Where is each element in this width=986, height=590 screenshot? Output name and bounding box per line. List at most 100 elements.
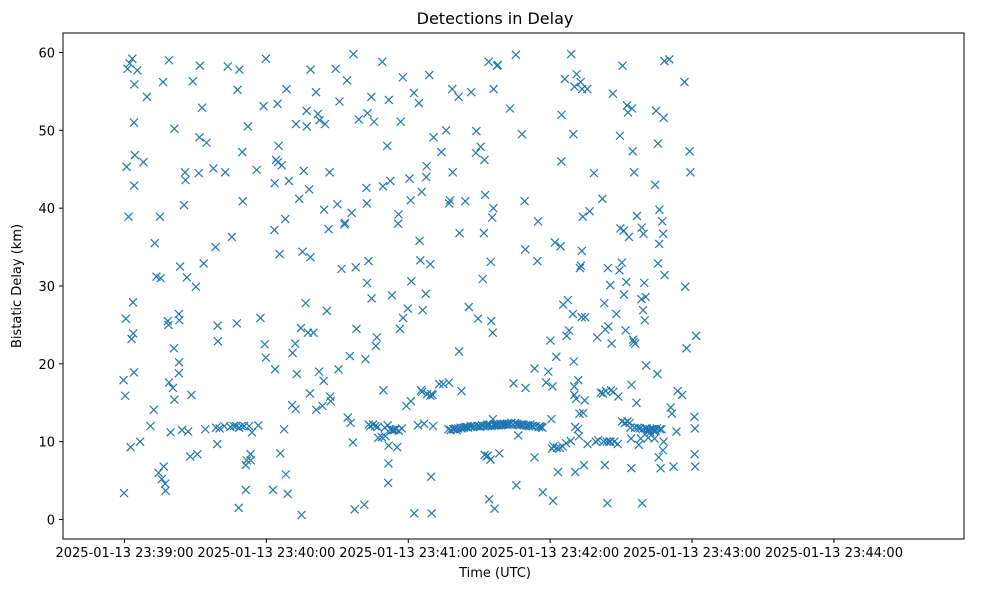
- data-point: [483, 451, 493, 461]
- data-point: [658, 229, 668, 239]
- data-point: [570, 467, 580, 477]
- data-point: [617, 258, 627, 268]
- data-point: [369, 117, 379, 127]
- data-point: [182, 273, 192, 282]
- data-point: [332, 199, 342, 209]
- data-point: [619, 290, 629, 299]
- data-point: [613, 392, 623, 401]
- data-point: [294, 194, 304, 204]
- data-point: [169, 343, 179, 353]
- data-point: [517, 129, 527, 139]
- data-point: [636, 434, 646, 444]
- data-point: [575, 263, 585, 273]
- data-point: [124, 212, 133, 222]
- data-point: [639, 278, 649, 288]
- data-point: [577, 312, 587, 322]
- data-point: [280, 214, 290, 224]
- data-point: [677, 390, 687, 400]
- data-point: [556, 241, 565, 251]
- data-point: [607, 339, 617, 349]
- data-point: [343, 413, 353, 422]
- data-point: [576, 77, 586, 87]
- data-point: [122, 162, 132, 172]
- data-point: [637, 294, 646, 304]
- data-point: [311, 405, 321, 415]
- data-point: [660, 270, 670, 280]
- data-point: [691, 331, 701, 341]
- data-point: [387, 290, 397, 300]
- data-point: [175, 262, 185, 271]
- data-point: [395, 324, 405, 334]
- data-point: [532, 256, 542, 266]
- data-point: [618, 61, 627, 71]
- data-point: [142, 92, 152, 102]
- data-point: [398, 72, 408, 82]
- data-point: [269, 225, 279, 235]
- data-point: [288, 348, 298, 358]
- data-point: [213, 321, 223, 331]
- data-point: [195, 132, 204, 142]
- data-point: [552, 443, 562, 453]
- data-point: [270, 364, 280, 374]
- data-point: [690, 424, 700, 433]
- y-tick-label: 40: [38, 202, 55, 217]
- data-point: [125, 58, 135, 68]
- data-point: [256, 313, 265, 323]
- data-point: [253, 420, 263, 430]
- data-point: [121, 314, 131, 324]
- data-point: [659, 113, 669, 123]
- data-point: [378, 181, 388, 191]
- data-point: [494, 448, 504, 458]
- data-point: [464, 302, 474, 312]
- data-point: [434, 379, 444, 389]
- data-point: [383, 459, 393, 468]
- data-point: [211, 242, 220, 252]
- data-point: [627, 380, 636, 390]
- data-point: [185, 452, 195, 461]
- data-point: [632, 398, 641, 408]
- data-point: [667, 409, 677, 419]
- data-point: [128, 297, 138, 307]
- data-point: [455, 228, 465, 238]
- data-point: [405, 174, 414, 183]
- data-point: [415, 236, 425, 246]
- data-point: [659, 56, 669, 66]
- data-point: [578, 212, 588, 222]
- data-point: [403, 304, 413, 313]
- data-point: [384, 441, 394, 451]
- data-point: [157, 474, 167, 484]
- data-point: [383, 478, 393, 488]
- data-point: [672, 427, 681, 436]
- data-point: [486, 257, 496, 267]
- data-point: [298, 247, 307, 257]
- data-point: [550, 237, 560, 247]
- data-point: [373, 433, 383, 443]
- data-point: [334, 364, 343, 374]
- data-point: [237, 147, 247, 157]
- data-point: [654, 239, 664, 249]
- y-tick-label: 30: [38, 280, 55, 295]
- data-point: [406, 396, 416, 406]
- data-point: [180, 167, 190, 177]
- data-point: [570, 82, 579, 92]
- data-point: [421, 172, 431, 182]
- x-axis-label: Time (UTC): [458, 566, 531, 581]
- x-tick-label: 2025-01-13 23:44:00: [765, 546, 903, 561]
- data-point: [260, 339, 270, 349]
- data-point: [306, 65, 316, 75]
- data-point: [444, 378, 454, 387]
- data-point: [653, 259, 663, 268]
- data-point: [630, 339, 640, 349]
- data-point: [377, 57, 387, 67]
- data-point: [315, 115, 325, 125]
- x-tick-label: 2025-01-13 23:40:00: [197, 546, 335, 561]
- data-point: [135, 437, 145, 447]
- data-point: [339, 220, 349, 229]
- data-point: [154, 468, 163, 478]
- data-point: [371, 341, 381, 351]
- data-point: [562, 331, 572, 341]
- data-point: [130, 150, 140, 160]
- data-point: [396, 117, 406, 127]
- data-point: [486, 455, 495, 465]
- data-point: [438, 379, 448, 389]
